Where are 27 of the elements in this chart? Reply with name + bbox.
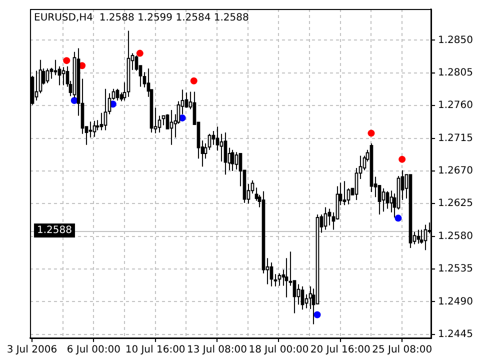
x-tick-label: 10 Jul 16:00	[125, 344, 186, 356]
y-tick-label: 1.2580	[438, 230, 474, 242]
x-tick-label: 13 Jul 08:00	[187, 344, 247, 356]
point	[368, 130, 375, 137]
y-tick-label: 1.2850	[438, 34, 474, 46]
y-tick-label: 1.2760	[438, 100, 474, 112]
chart-title: EURUSD,H4 1.2588 1.2599 1.2584 1.2588	[34, 12, 249, 24]
y-tick-label: 1.2535	[438, 264, 474, 275]
y-tick-label: 1.2805	[438, 68, 474, 79]
x-tick-label: 18 Jul 00:00	[248, 344, 309, 356]
point	[398, 156, 406, 163]
y-tick-label: 1.2670	[438, 166, 474, 177]
x-tick-label: 20 Jul 16:00	[310, 344, 370, 356]
point	[70, 97, 78, 104]
point	[314, 311, 321, 318]
point	[136, 50, 144, 57]
ref-line-label: 1.2588	[37, 225, 72, 236]
y-tick-label: 1.2625	[438, 198, 474, 210]
point	[63, 57, 70, 64]
point	[394, 214, 402, 222]
y-tick-label: 1.2490	[438, 296, 474, 308]
x-tick-label: 25 Jul 08:00	[372, 344, 432, 356]
x-tick-label: 3 Jul 2006	[6, 344, 58, 356]
y-tick-label: 1.2715	[438, 132, 474, 144]
x-tick-label: 6 Jul 00:00	[66, 344, 120, 356]
y-tick-label: 1.2445	[438, 328, 474, 340]
point	[190, 77, 198, 84]
